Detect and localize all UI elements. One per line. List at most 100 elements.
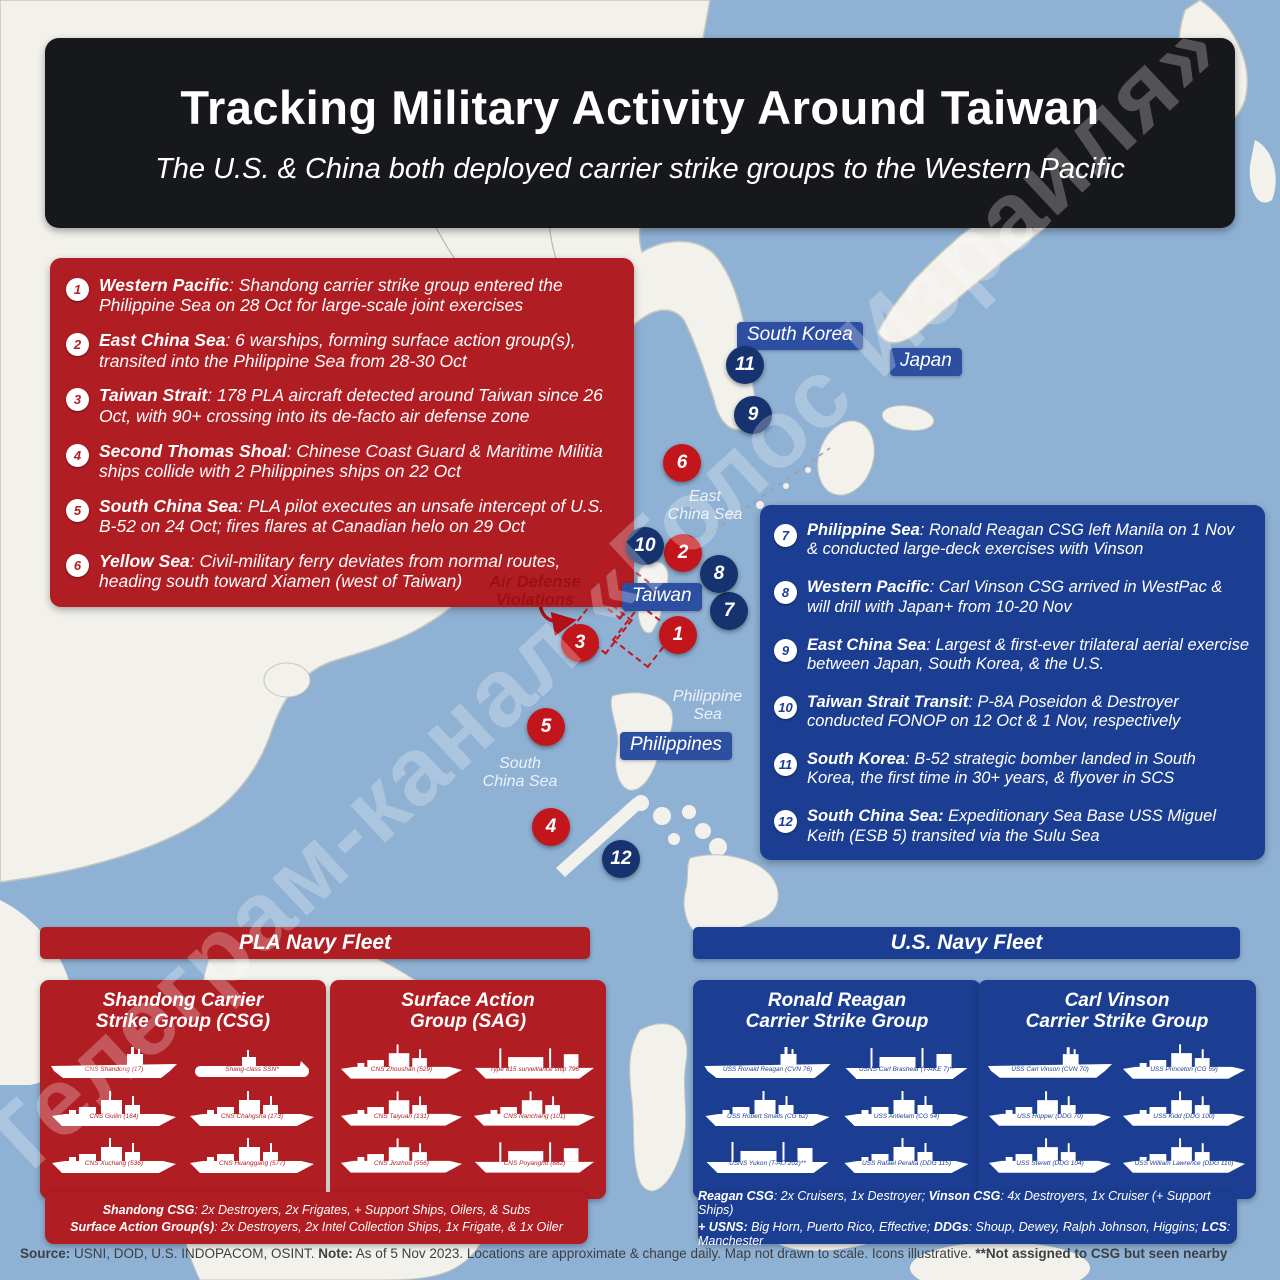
ship-warship-icon: USS Antietam (CG 54) xyxy=(840,1088,973,1130)
event-text: Yellow Sea: Civil-military ferry deviate… xyxy=(99,551,561,592)
ship-supply-icon: USNS Yukon (T-AO 202)** xyxy=(701,1135,834,1177)
label-south-korea: South Korea xyxy=(737,322,863,350)
ship-warship-icon: CNS Changsha (173) xyxy=(186,1088,318,1130)
fleet-group-title: Surface Action Group (SAG) xyxy=(401,990,535,1033)
footnote-line: Surface Action Group(s): 2x Destroyers, … xyxy=(70,1219,563,1234)
ship-warship-icon: CNS Xuchang (536) xyxy=(48,1135,180,1177)
ship-name: CNS Huanggang (577) xyxy=(218,1159,286,1167)
event-number-badge: 3 xyxy=(66,388,89,412)
us-fleet-footnote: Reagan CSG: 2x Cruisers, 1x Destroyer; V… xyxy=(698,1189,1237,1248)
event-text: East China Sea: 6 warships, forming surf… xyxy=(99,330,576,371)
list-item: 9 East China Sea: Largest & first-ever t… xyxy=(774,636,1249,675)
event-number-badge: 10 xyxy=(774,695,797,719)
ship-warship-icon: USS Rafael Peralta (DDG 115) xyxy=(840,1135,973,1177)
list-item: 3 Taiwan Strait: 178 PLA aircraft detect… xyxy=(66,385,616,426)
ship-name: USS Antietam (CG 54) xyxy=(873,1112,940,1120)
event-number-badge: 5 xyxy=(66,498,89,522)
ship-name: Shang-class SSN* xyxy=(225,1065,279,1073)
map-marker-9[interactable]: 9 xyxy=(734,396,772,434)
ship-name: CNS Shandong (17) xyxy=(84,1065,144,1073)
ship-warship-icon: CNS Guilin (164) xyxy=(48,1088,180,1130)
event-text: South Korea: B-52 strategic bomber lande… xyxy=(807,750,1196,788)
event-text: Western Pacific: Shandong carrier strike… xyxy=(99,275,563,316)
ship-warship-icon: USS Kidd (DDG 100) xyxy=(1120,1088,1248,1130)
ship-warship-icon: USS Princeton (CG 59) xyxy=(1120,1041,1248,1083)
ship-name: USS Robert Smalls (CG 62) xyxy=(727,1112,808,1120)
ship-name: USS Rafael Peralta (DDG 115) xyxy=(861,1159,952,1167)
ship-name: CNS Zhoushan (529) xyxy=(370,1065,433,1073)
ship-name: USNS Yukon (T-AO 202)** xyxy=(729,1159,806,1167)
us-fleet-header: U.S. Navy Fleet xyxy=(693,927,1240,959)
pla-events-panel: 1 Western Pacific: Shandong carrier stri… xyxy=(50,258,634,607)
ship-name: CNS Taiyuan (131) xyxy=(373,1112,430,1120)
fleet-group-title: Carl Vinson Carrier Strike Group xyxy=(1025,990,1209,1033)
map-marker-7[interactable]: 7 xyxy=(710,592,748,630)
map-marker-12[interactable]: 12 xyxy=(602,840,640,878)
map-marker-1[interactable]: 1 xyxy=(659,616,697,654)
map-marker-5[interactable]: 5 xyxy=(527,708,565,746)
ship-name: USNS Carl Brashear (T-AKE 7)** xyxy=(858,1065,955,1073)
list-item: 5 South China Sea: PLA pilot executes an… xyxy=(66,496,616,537)
title-banner: Tracking Military Activity Around Taiwan… xyxy=(45,38,1235,228)
ship-warship-icon: CNS Zhoushan (529) xyxy=(338,1041,465,1083)
event-text: Western Pacific: Carl Vinson CSG arrived… xyxy=(807,578,1223,616)
map-marker-8[interactable]: 8 xyxy=(700,555,738,593)
event-text: South China Sea: PLA pilot executes an u… xyxy=(99,495,605,537)
ship-name: CNS Nanchang (101) xyxy=(503,1112,566,1120)
event-number-badge: 11 xyxy=(774,753,797,777)
page-subtitle: The U.S. & China both deployed carrier s… xyxy=(155,153,1125,185)
list-item: 7 Philippine Sea: Ronald Reagan CSG left… xyxy=(774,521,1249,560)
event-text: Philippine Sea: Ronald Reagan CSG left M… xyxy=(807,521,1235,559)
list-item: 12 South China Sea: Expeditionary Sea Ba… xyxy=(774,807,1249,846)
map-marker-6[interactable]: 6 xyxy=(663,444,701,482)
list-item: 8 Western Pacific: Carl Vinson CSG arriv… xyxy=(774,578,1249,617)
surface-action-group-card: Surface Action Group (SAG) CNS Zhoushan … xyxy=(330,980,606,1199)
ship-name: USS Hopper (DDG 70) xyxy=(1016,1112,1084,1120)
map-marker-2[interactable]: 2 xyxy=(664,534,702,572)
ship-warship-icon: USS William Lawrence (DDG 110) xyxy=(1120,1135,1248,1177)
ship-supply-icon: CNS Poyanghu (882) xyxy=(471,1135,598,1177)
pla-fleet-header: PLA Navy Fleet xyxy=(40,927,590,959)
ship-name: USS Ronald Reagan (CVN 76) xyxy=(722,1065,813,1073)
ship-name: CNS Guilin (164) xyxy=(89,1112,139,1120)
event-number-badge: 9 xyxy=(774,638,797,662)
label-south-china-sea: South China Sea xyxy=(482,755,558,791)
ship-name: USS Carl Vinson (CVN 70) xyxy=(1011,1065,1089,1073)
event-text: Second Thomas Shoal: Chinese Coast Guard… xyxy=(99,440,603,482)
pla-fleet-footnote: Shandong CSG: 2x Destroyers, 2x Frigates… xyxy=(45,1192,588,1244)
ship-supply-icon: USNS Carl Brashear (T-AKE 7)** xyxy=(840,1041,973,1083)
ship-name: USS Princeton (CG 59) xyxy=(1150,1065,1218,1073)
map-marker-4[interactable]: 4 xyxy=(532,808,570,846)
event-text: East China Sea: Largest & first-ever tri… xyxy=(807,635,1249,673)
ronald-reagan-csg-card: Ronald Reagan Carrier Strike Group USS R… xyxy=(693,980,981,1199)
event-number-badge: 12 xyxy=(774,810,797,834)
list-item: 6 Yellow Sea: Civil-military ferry devia… xyxy=(66,551,616,592)
list-item: 10 Taiwan Strait Transit: P-8A Poseidon … xyxy=(774,693,1249,732)
ship-submarine-icon: Shang-class SSN* xyxy=(186,1041,318,1083)
map-marker-3[interactable]: 3 xyxy=(561,624,599,662)
ship-intel-icon: Type 815 surveillance ship 796 xyxy=(471,1041,598,1083)
ship-warship-icon: USS Hopper (DDG 70) xyxy=(986,1088,1114,1130)
ship-warship-icon: USS Robert Smalls (CG 62) xyxy=(701,1088,834,1130)
map-marker-11[interactable]: 11 xyxy=(726,346,764,384)
ship-name: CNS Changsha (173) xyxy=(220,1112,284,1120)
carl-vinson-csg-card: Carl Vinson Carrier Strike Group USS Car… xyxy=(978,980,1256,1199)
ship-warship-icon: CNS Jinzhou (556) xyxy=(338,1135,465,1177)
fleet-group-title: Ronald Reagan Carrier Strike Group xyxy=(745,990,929,1033)
ship-name: CNS Xuchang (536) xyxy=(84,1159,144,1167)
list-item: 4 Second Thomas Shoal: Chinese Coast Gua… xyxy=(66,441,616,482)
us-events-panel: 7 Philippine Sea: Ronald Reagan CSG left… xyxy=(760,505,1265,860)
ship-carrier-icon: USS Carl Vinson (CVN 70) xyxy=(986,1041,1114,1083)
list-item: 1 Western Pacific: Shandong carrier stri… xyxy=(66,275,616,316)
map-marker-10[interactable]: 10 xyxy=(626,527,664,565)
label-japan: Japan xyxy=(890,348,962,376)
list-item: 2 East China Sea: 6 warships, forming su… xyxy=(66,330,616,371)
ship-name: CNS Poyanghu (882) xyxy=(503,1159,566,1167)
ship-warship-icon: CNS Huanggang (577) xyxy=(186,1135,318,1177)
event-number-badge: 1 xyxy=(66,278,89,301)
list-item: 11 South Korea: B-52 strategic bomber la… xyxy=(774,750,1249,789)
page-title: Tracking Military Activity Around Taiwan xyxy=(180,81,1100,134)
label-philippines: Philippines xyxy=(620,732,732,760)
ship-carrier-icon: CNS Shandong (17) xyxy=(48,1041,180,1083)
